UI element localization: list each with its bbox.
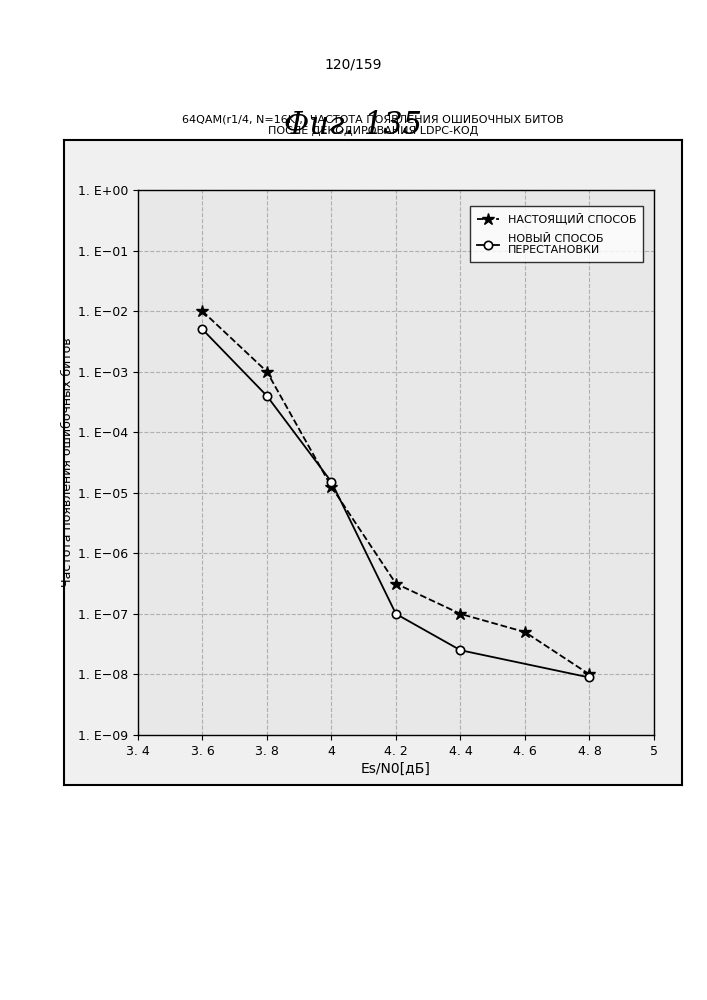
- НАСТОЯЩИЙ СПОСОБ: [392, 578, 400, 590]
- Title: 64QAM(r1/4, N=16K),  ЧАСТОТА ПОЯВЛЕНИЯ ОШИБОЧНЫХ БИТОВ
ПОСЛЕ ДЕКОДИРОВАНИЯ LDPC-: 64QAM(r1/4, N=16K), ЧАСТОТА ПОЯВЛЕНИЯ ОШ…: [182, 115, 563, 136]
- Text: Фиг. 135: Фиг. 135: [284, 109, 423, 140]
- X-axis label: Es/N0[дБ]: Es/N0[дБ]: [361, 762, 431, 776]
- НАСТОЯЩИЙ СПОСОБ: [327, 481, 336, 493]
- Legend: НАСТОЯЩИЙ СПОСОБ, НОВЫЙ СПОСОБ
ПЕРЕСТАНОВКИ: НАСТОЯЩИЙ СПОСОБ, НОВЫЙ СПОСОБ ПЕРЕСТАНО…: [470, 206, 643, 262]
- НОВЫЙ СПОСОБ
ПЕРЕСТАНОВКИ: [198, 323, 206, 335]
- Text: 120/159: 120/159: [325, 58, 382, 72]
- НАСТОЯЩИЙ СПОСОБ: [198, 305, 206, 317]
- НАСТОЯЩИЙ СПОСОБ: [520, 626, 529, 638]
- Y-axis label: Частота появления ошибочных битов: Частота появления ошибочных битов: [61, 338, 74, 587]
- Line: НОВЫЙ СПОСОБ
ПЕРЕСТАНОВКИ: НОВЫЙ СПОСОБ ПЕРЕСТАНОВКИ: [198, 325, 594, 682]
- НАСТОЯЩИЙ СПОСОБ: [262, 366, 271, 378]
- НАСТОЯЩИЙ СПОСОБ: [456, 608, 464, 620]
- НОВЫЙ СПОСОБ
ПЕРЕСТАНОВКИ: [262, 390, 271, 402]
- НОВЫЙ СПОСОБ
ПЕРЕСТАНОВКИ: [585, 671, 594, 683]
- НОВЫЙ СПОСОБ
ПЕРЕСТАНОВКИ: [392, 608, 400, 620]
- Line: НАСТОЯЩИЙ СПОСОБ: НАСТОЯЩИЙ СПОСОБ: [196, 305, 596, 681]
- НОВЫЙ СПОСОБ
ПЕРЕСТАНОВКИ: [456, 644, 464, 656]
- НОВЫЙ СПОСОБ
ПЕРЕСТАНОВКИ: [327, 476, 336, 488]
- НАСТОЯЩИЙ СПОСОБ: [585, 668, 594, 680]
